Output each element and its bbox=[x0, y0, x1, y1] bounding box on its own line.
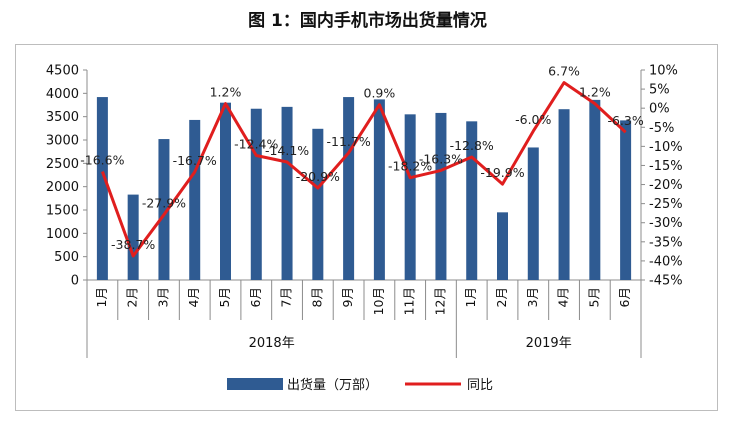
x-tick-label: 11月 bbox=[402, 287, 417, 315]
x-tick-label: 4月 bbox=[556, 287, 571, 307]
bar bbox=[558, 109, 570, 280]
bar bbox=[620, 120, 632, 281]
x-tick-label: 6月 bbox=[248, 287, 263, 307]
y-right-tick-label: -40% bbox=[649, 254, 683, 269]
y-left-tick-label: 4000 bbox=[46, 87, 79, 102]
legend-label-line: 同比 bbox=[467, 378, 493, 393]
line-data-label: 1.2% bbox=[210, 85, 242, 100]
line-data-label: -11.7% bbox=[326, 134, 370, 149]
y-right-tick-label: 0% bbox=[649, 102, 670, 117]
x-tick-label: 8月 bbox=[309, 287, 324, 307]
bar bbox=[96, 97, 108, 280]
y-right-tick-label: -35% bbox=[649, 235, 683, 250]
y-left-tick-label: 3000 bbox=[46, 134, 79, 149]
line-data-label: -16.6% bbox=[80, 153, 124, 168]
y-left-tick-label: 1500 bbox=[46, 204, 79, 219]
bar bbox=[466, 121, 478, 280]
x-tick-label: 9月 bbox=[340, 287, 355, 307]
y-right-tick-label: -45% bbox=[649, 274, 683, 289]
line-data-label: -18.2% bbox=[388, 159, 432, 174]
bar bbox=[220, 102, 231, 281]
line-data-label: 1.2% bbox=[579, 85, 611, 100]
line-data-label: -14.1% bbox=[265, 143, 309, 158]
year-group-label: 2018年 bbox=[249, 336, 295, 351]
x-tick-label: 6月 bbox=[617, 287, 632, 307]
line-data-label: -27.9% bbox=[142, 196, 186, 211]
y-left-tick-label: 2000 bbox=[46, 180, 79, 195]
y-right-tick-label: -20% bbox=[649, 178, 683, 193]
line-data-label: -6.0% bbox=[515, 112, 551, 127]
y-right-tick-label: -10% bbox=[649, 140, 683, 155]
x-tick-label: 2月 bbox=[494, 287, 509, 307]
bar bbox=[404, 114, 416, 280]
y-left-tick-label: 500 bbox=[54, 250, 79, 265]
bar bbox=[158, 139, 170, 280]
line-data-label: 6.7% bbox=[548, 64, 580, 79]
y-right-tick-label: 5% bbox=[649, 83, 670, 98]
x-tick-label: 1月 bbox=[463, 287, 478, 307]
y-left-tick-label: 2500 bbox=[46, 157, 79, 172]
legend-swatch-bar bbox=[227, 378, 283, 390]
bar bbox=[435, 112, 447, 280]
bar bbox=[189, 119, 201, 280]
bar bbox=[250, 108, 262, 280]
line-data-label: -20.9% bbox=[296, 169, 340, 184]
chart-frame bbox=[15, 44, 718, 411]
y-left-tick-label: 1000 bbox=[46, 227, 79, 242]
line-data-label: 0.9% bbox=[364, 86, 396, 101]
bar bbox=[281, 106, 293, 280]
x-tick-label: 3月 bbox=[155, 287, 170, 307]
yoy-line bbox=[100, 81, 627, 258]
legend-label-bar: 出货量（万部） bbox=[287, 377, 378, 393]
line-data-label: -19.9% bbox=[480, 165, 524, 180]
y-right-tick-label: -30% bbox=[649, 216, 683, 231]
bar bbox=[589, 99, 601, 280]
x-tick-label: 5月 bbox=[217, 287, 232, 307]
line-data-label: -12.4% bbox=[234, 137, 278, 152]
year-group-label: 2019年 bbox=[526, 336, 572, 351]
x-tick-label: 1月 bbox=[94, 287, 109, 307]
x-tick-label: 5月 bbox=[586, 287, 601, 307]
x-tick-label: 12月 bbox=[432, 287, 447, 315]
bar bbox=[527, 147, 539, 280]
x-tick-label: 3月 bbox=[525, 287, 540, 307]
bar bbox=[373, 99, 385, 281]
line-data-label: -12.8% bbox=[450, 138, 494, 153]
line-data-label: -16.7% bbox=[173, 153, 217, 168]
x-tick-label: 7月 bbox=[279, 287, 294, 307]
y-left-tick-label: 4500 bbox=[46, 64, 79, 79]
bar bbox=[312, 128, 324, 280]
bar bbox=[343, 97, 355, 280]
x-tick-label: 4月 bbox=[186, 287, 201, 307]
line-data-label: -6.3% bbox=[607, 113, 643, 128]
line-data-label: -16.3% bbox=[419, 151, 463, 166]
bar bbox=[497, 212, 508, 280]
line-data-label: -38.7% bbox=[111, 237, 155, 252]
chart-title: 图 1：国内手机市场出货量情况 bbox=[248, 11, 487, 31]
bar bbox=[127, 194, 139, 280]
y-left-tick-label: 3500 bbox=[46, 110, 79, 125]
x-tick-label: 2月 bbox=[125, 287, 140, 307]
y-right-tick-label: -25% bbox=[649, 197, 683, 212]
y-right-tick-label: 10% bbox=[649, 64, 678, 79]
y-right-tick-label: -15% bbox=[649, 159, 683, 174]
x-tick-label: 10月 bbox=[371, 287, 386, 315]
y-left-tick-label: 0 bbox=[71, 274, 79, 289]
y-right-tick-label: -5% bbox=[649, 121, 674, 136]
